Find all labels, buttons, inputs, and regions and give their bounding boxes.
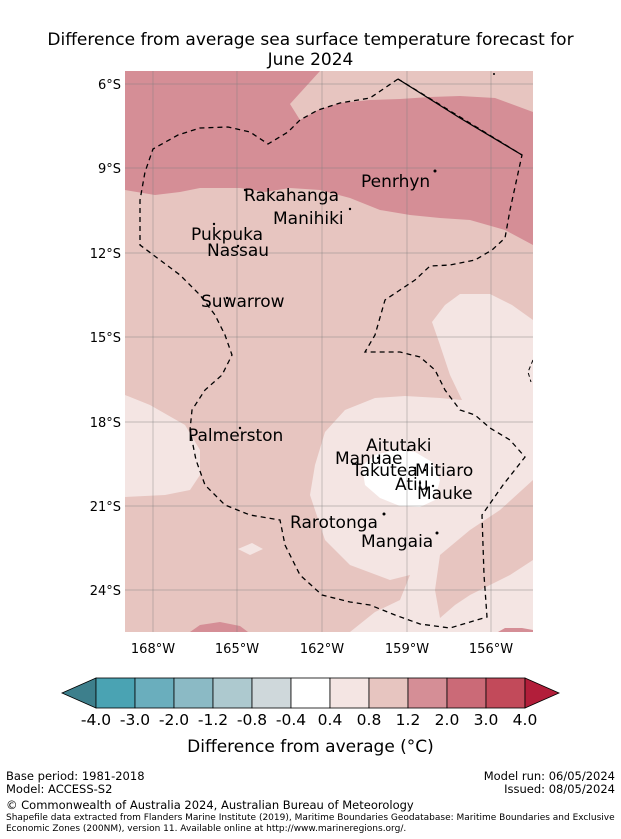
lat-label: 12°S [90, 247, 121, 262]
colorbar-cell [173, 677, 214, 709]
island-label-palmerston: Palmerston [188, 426, 283, 446]
anomaly-patch-south-east [498, 628, 533, 632]
colorbar-min-arrow [61, 677, 97, 709]
island-labels: Penrhyn Rakahanga Manihiki Pukpuka Nassa… [188, 172, 473, 552]
island-label-suwarrow: Suwarrow [201, 292, 285, 312]
map-title: Difference from average sea surface temp… [0, 30, 621, 70]
model-run: Model run: 06/05/2024 [483, 769, 615, 783]
footer-right: Model run: 06/05/2024 Issued: 08/05/2024 [484, 770, 615, 796]
lon-label: 156°W [469, 642, 513, 657]
colorbar-cell [485, 677, 526, 709]
colorbar-cell [134, 677, 175, 709]
lat-label: 18°S [90, 416, 121, 431]
colorbar-tick: 2.0 [435, 711, 460, 729]
island-label-atiu: Atiu [395, 475, 429, 495]
model-name: Model: ACCESS-S2 [6, 782, 113, 796]
latitude-labels: 6°S 9°S 12°S 15°S 18°S 21°S 24°S [90, 78, 121, 599]
copyright: © Commonwealth of Australia 2024, Austra… [6, 798, 414, 812]
anomaly-patch-south-west [190, 622, 248, 632]
graticule [125, 71, 533, 632]
colorbar-tick: -0.4 [276, 711, 306, 729]
island-label-mitiaro: Mitiaro [415, 461, 473, 481]
anomaly-region-1.2-2.0 [125, 71, 533, 245]
colorbar-tick: 4.0 [513, 711, 538, 729]
colorbar-tick: -4.0 [81, 711, 111, 729]
colorbar-tick: -2.0 [159, 711, 189, 729]
colorbar-tick: -3.0 [120, 711, 150, 729]
island-label-manihiki: Manihiki [273, 209, 344, 229]
anomaly-region-0.4-0.8-west [125, 395, 200, 497]
map-title-line2: June 2024 [267, 50, 354, 70]
eez-boundary [139, 78, 526, 629]
lat-label: 21°S [90, 500, 121, 515]
eez-boundary-solid [397, 78, 523, 156]
lat-label: 6°S [98, 78, 121, 93]
map-title-line1: Difference from average sea surface temp… [47, 30, 574, 50]
island-label-penrhyn: Penrhyn [361, 172, 430, 192]
colorbar-cell [290, 677, 331, 709]
colorbar-ticks: -4.0 -3.0 -2.0 -1.2 -0.8 -0.4 0.4 0.8 1.… [81, 711, 537, 729]
colorbar-cell [368, 677, 409, 709]
colorbar-cell [407, 677, 448, 709]
anomaly-region-neutral [362, 450, 440, 507]
lon-label: 162°W [300, 642, 344, 657]
colorbar-cell [251, 677, 292, 709]
lat-label: 9°S [98, 162, 121, 177]
lon-label: 168°W [131, 642, 175, 657]
island-label-pukpuka: Pukpuka [191, 225, 263, 245]
anomaly-region-0.8-1.2-north [290, 71, 533, 120]
lat-label: 15°S [90, 331, 121, 346]
lon-label: 159°W [385, 642, 429, 657]
colorbar-cell [95, 677, 136, 709]
colorbar-tick: 0.4 [318, 711, 343, 729]
island-label-aitutaki: Aitutaki [366, 436, 431, 456]
island-label-rarotonga: Rarotonga [290, 513, 378, 533]
island-markers [212, 73, 495, 535]
island-label-rakahanga: Rakahanga [244, 186, 339, 206]
island-label-mangaia: Mangaia [361, 532, 433, 552]
island-label-mauke: Mauke [417, 484, 473, 504]
shapefile-note: Shapefile data extracted from Flanders M… [6, 813, 615, 834]
footer-left: Base period: 1981-2018 Model: ACCESS-S2 [6, 770, 145, 796]
anomaly-patch-small [238, 543, 263, 555]
lon-label: 165°W [215, 642, 259, 657]
colorbar-tick: 0.8 [357, 711, 382, 729]
island-label-takutea: Takutea [351, 461, 418, 481]
longitude-labels: 168°W 165°W 162°W 159°W 156°W [131, 642, 513, 657]
island-label-nassau: Nassau [207, 241, 269, 261]
base-period: Base period: 1981-2018 [6, 769, 145, 783]
colorbar-cell [212, 677, 253, 709]
colorbar-cells [95, 677, 526, 709]
island-label-manuae: Manuae [335, 449, 403, 469]
colorbar-title: Difference from average (°C) [187, 737, 434, 757]
issued-date: Issued: 08/05/2024 [504, 782, 615, 796]
colorbar-max-arrow [524, 677, 560, 709]
sst-anomaly-field [125, 71, 533, 632]
colorbar-cell [329, 677, 370, 709]
lat-label: 24°S [90, 584, 121, 599]
colorbar-tick: -1.2 [198, 711, 228, 729]
colorbar-tick: 1.2 [396, 711, 421, 729]
colorbar-cell [446, 677, 487, 709]
colorbar: -4.0 -3.0 -2.0 -1.2 -0.8 -0.4 0.4 0.8 1.… [61, 677, 560, 729]
colorbar-tick: -0.8 [237, 711, 267, 729]
colorbar-tick: 3.0 [474, 711, 499, 729]
